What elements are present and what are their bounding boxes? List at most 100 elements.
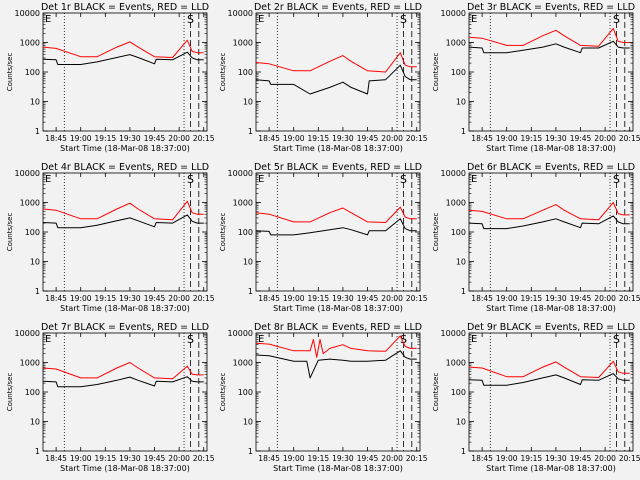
y-tick-label: 10000	[228, 9, 253, 18]
y-tick-label: 10	[456, 418, 466, 427]
y-tick-label: 1	[35, 127, 40, 136]
y-tick-label: 100	[451, 68, 466, 77]
x-tick-label: 20:15	[193, 134, 215, 143]
x-tick-label: 19:15	[95, 134, 117, 143]
x-tick-label: 20:15	[406, 294, 428, 303]
x-tick-label: 19:45	[357, 294, 379, 303]
x-tick-label: 19:30	[332, 454, 354, 463]
chart-panel-det-7: Det 7r BLACK = Events, RED = LLD 1 10 100 10…	[6, 322, 215, 473]
x-tick-label: 19:00	[283, 454, 305, 463]
y-tick-label: 10	[243, 418, 253, 427]
x-tick-label: 19:00	[70, 294, 92, 303]
red-lld-series-line	[468, 360, 630, 378]
chart-panel-det-2: Det 2r BLACK = Events, RED = LLD 1 10 100 10…	[219, 2, 428, 153]
x-tick-label: 19:45	[144, 454, 166, 463]
y-tick-label: 10000	[15, 9, 40, 18]
x-axis-label: Start Time (18-Mar-08 18:37:00)	[273, 144, 403, 153]
corner-label-s: S	[400, 13, 407, 26]
black-events-series-line	[468, 40, 630, 54]
x-tick-label: 20:15	[193, 294, 215, 303]
x-tick-label: 19:30	[545, 454, 567, 463]
y-tick-label: 1	[35, 287, 40, 296]
x-tick-label: 19:30	[545, 294, 567, 303]
x-tick-label: 20:00	[168, 294, 190, 303]
y-tick-label: 100	[238, 68, 253, 77]
corner-label-s: S	[613, 173, 620, 186]
x-axis-label: Start Time (18-Mar-08 18:37:00)	[60, 464, 190, 473]
x-axis-label: Start Time (18-Mar-08 18:37:00)	[486, 304, 616, 313]
y-tick-label: 10	[243, 98, 253, 107]
chart-title: Det 7r BLACK = Events, RED = LLD	[41, 322, 209, 333]
black-events-series-line	[42, 51, 204, 65]
y-tick-label: 10000	[15, 169, 40, 178]
chart-panel-det-5: Det 5r BLACK = Events, RED = LLD 1 10 100 10…	[219, 162, 428, 313]
x-tick-label: 19:30	[119, 454, 141, 463]
y-tick-label: 10	[243, 258, 253, 267]
x-tick-label: 19:45	[144, 134, 166, 143]
x-tick-label: 18:45	[45, 294, 67, 303]
x-tick-label: 19:30	[332, 294, 354, 303]
x-tick-label: 18:45	[45, 134, 67, 143]
y-tick-label: 10000	[441, 169, 466, 178]
corner-label-e: E	[45, 334, 51, 345]
x-tick-label: 18:45	[471, 134, 493, 143]
red-lld-series-line	[255, 52, 417, 73]
y-axis-label: Counts/sec	[219, 213, 227, 252]
corner-label-s: S	[187, 13, 194, 26]
x-tick-label: 20:00	[594, 454, 616, 463]
chart-title: Det 2r BLACK = Events, RED = LLD	[254, 2, 422, 13]
y-tick-label: 1	[461, 287, 466, 296]
x-tick-label: 19:45	[357, 134, 379, 143]
x-tick-label: 20:15	[406, 454, 428, 463]
y-tick-label: 10	[456, 258, 466, 267]
y-axis-label: Counts/sec	[432, 373, 440, 412]
chart-title: Det 1r BLACK = Events, RED = LLD	[41, 2, 209, 13]
red-lld-series-line	[42, 39, 204, 58]
x-axis-label: Start Time (18-Mar-08 18:37:00)	[60, 304, 190, 313]
corner-label-e: E	[45, 14, 51, 25]
x-tick-label: 20:15	[406, 134, 428, 143]
x-tick-label: 19:30	[119, 294, 141, 303]
chart-title: Det 5r BLACK = Events, RED = LLD	[254, 162, 422, 173]
y-tick-label: 100	[25, 388, 40, 397]
y-tick-label: 1	[248, 287, 253, 296]
y-tick-label: 10	[30, 98, 40, 107]
y-tick-label: 100	[25, 68, 40, 77]
corner-label-e: E	[258, 14, 264, 25]
plot-frame	[468, 12, 634, 132]
y-tick-label: 100	[238, 388, 253, 397]
y-tick-label: 1000	[233, 199, 253, 208]
black-events-series-line	[255, 64, 417, 95]
corner-label-e: E	[471, 334, 477, 345]
plot-frame	[255, 332, 421, 452]
chart-title: Det 8r BLACK = Events, RED = LLD	[254, 322, 422, 333]
x-tick-label: 19:15	[308, 134, 330, 143]
chart-panel-det-8: Det 8r BLACK = Events, RED = LLD 1 10 100 10…	[219, 322, 428, 473]
red-lld-series-line	[255, 335, 417, 358]
y-tick-label: 10000	[228, 169, 253, 178]
y-tick-label: 1000	[446, 359, 466, 368]
x-axis-label: Start Time (18-Mar-08 18:37:00)	[273, 304, 403, 313]
y-tick-label: 100	[451, 228, 466, 237]
x-tick-label: 20:00	[594, 294, 616, 303]
x-tick-label: 19:15	[95, 294, 117, 303]
y-tick-label: 1000	[446, 199, 466, 208]
y-tick-label: 1	[461, 127, 466, 136]
chart-panel-det-6: Det 6r BLACK = Events, RED = LLD 1 10 100 10…	[432, 162, 640, 313]
y-tick-label: 1000	[233, 39, 253, 48]
y-tick-label: 1000	[446, 39, 466, 48]
x-tick-label: 19:00	[283, 294, 305, 303]
x-tick-label: 19:15	[521, 294, 543, 303]
x-axis-label: Start Time (18-Mar-08 18:37:00)	[486, 144, 616, 153]
x-tick-label: 19:00	[496, 294, 518, 303]
y-tick-label: 1000	[233, 359, 253, 368]
x-tick-label: 19:15	[308, 294, 330, 303]
x-axis-label: Start Time (18-Mar-08 18:37:00)	[486, 464, 616, 473]
corner-label-e: E	[258, 174, 264, 185]
x-tick-label: 19:00	[496, 454, 518, 463]
x-tick-label: 19:15	[308, 454, 330, 463]
y-axis-label: Counts/sec	[6, 213, 14, 252]
black-events-series-line	[468, 373, 630, 386]
